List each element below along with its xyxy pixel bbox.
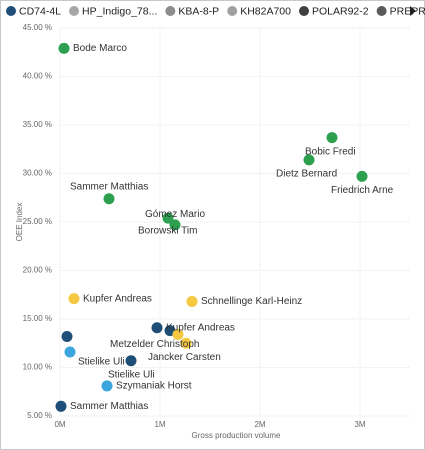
legend-label: KBA-8-P <box>178 5 219 17</box>
point-label: Friedrich Arne <box>331 185 394 196</box>
y-tick-label: 30.00 % <box>23 169 52 178</box>
point <box>169 219 181 231</box>
point <box>162 212 174 224</box>
y-tick-label: 20.00 % <box>23 266 52 275</box>
legend-marker <box>227 6 238 16</box>
legend-marker <box>376 6 387 16</box>
point <box>172 329 184 341</box>
point-label: Kupfer Andreas <box>166 322 235 333</box>
y-tick-label: 25.00 % <box>23 217 52 226</box>
point-label: Bobic Fredi <box>305 146 356 157</box>
point-label: Metzelder Christoph <box>110 339 199 350</box>
legend-label: HP_Indigo_78... <box>82 5 157 17</box>
y-tick-label: 40.00 % <box>23 72 52 81</box>
legend-label: PREPRESS <box>390 5 425 17</box>
point-label: Sammer Matthias <box>70 181 148 192</box>
point-label: Borowski Tim <box>138 226 197 237</box>
x-tick-label: 3M <box>354 420 365 429</box>
point <box>58 42 70 54</box>
point <box>151 322 163 334</box>
y-tick-label: 45.00 % <box>23 23 52 32</box>
legend-label: POLAR92-2 <box>312 5 369 17</box>
point <box>101 380 113 392</box>
point <box>61 330 73 342</box>
point-label: Bode Marco <box>73 43 127 54</box>
y-tick-label: 5.00 % <box>27 411 52 420</box>
x-axis-title: Gross production volume <box>192 431 281 440</box>
x-tick-label: 1M <box>154 420 165 429</box>
point-label: Jancker Carsten <box>148 352 221 363</box>
y-tick-label: 10.00 % <box>23 363 52 372</box>
y-tick-label: 15.00 % <box>23 314 52 323</box>
x-tick-label: 0M <box>54 420 65 429</box>
legend-label: CD74-4L <box>19 5 61 17</box>
point-label: Stielike Uli <box>108 369 155 380</box>
point-label: Sammer Matthias <box>70 401 148 412</box>
y-axis-title: OEE Index <box>15 203 24 242</box>
point <box>103 193 115 205</box>
y-tick-label: 35.00 % <box>23 120 52 129</box>
point <box>55 400 67 412</box>
legend-marker <box>299 6 309 16</box>
legend-marker <box>6 6 16 16</box>
legend-marker <box>165 6 176 16</box>
point-label: Dietz Bernard <box>276 169 337 180</box>
point <box>303 154 315 166</box>
point-label: Stielike Uli <box>78 357 125 368</box>
legend-marker <box>69 6 80 16</box>
x-tick-label: 2M <box>254 420 265 429</box>
legend-label: KH82A700 <box>240 5 291 17</box>
point <box>326 132 338 144</box>
point <box>68 293 80 305</box>
point <box>64 346 76 358</box>
point <box>356 170 368 182</box>
point-label: Szymaniak Horst <box>116 381 192 392</box>
point-label: Kupfer Andreas <box>83 293 152 304</box>
point <box>180 337 192 349</box>
point <box>125 355 137 367</box>
point-label: Gómez Mario <box>145 209 205 220</box>
point-label: Schnellinge Karl-Heinz <box>201 296 302 307</box>
legend-scroll[interactable] <box>410 6 416 16</box>
point <box>186 296 198 308</box>
